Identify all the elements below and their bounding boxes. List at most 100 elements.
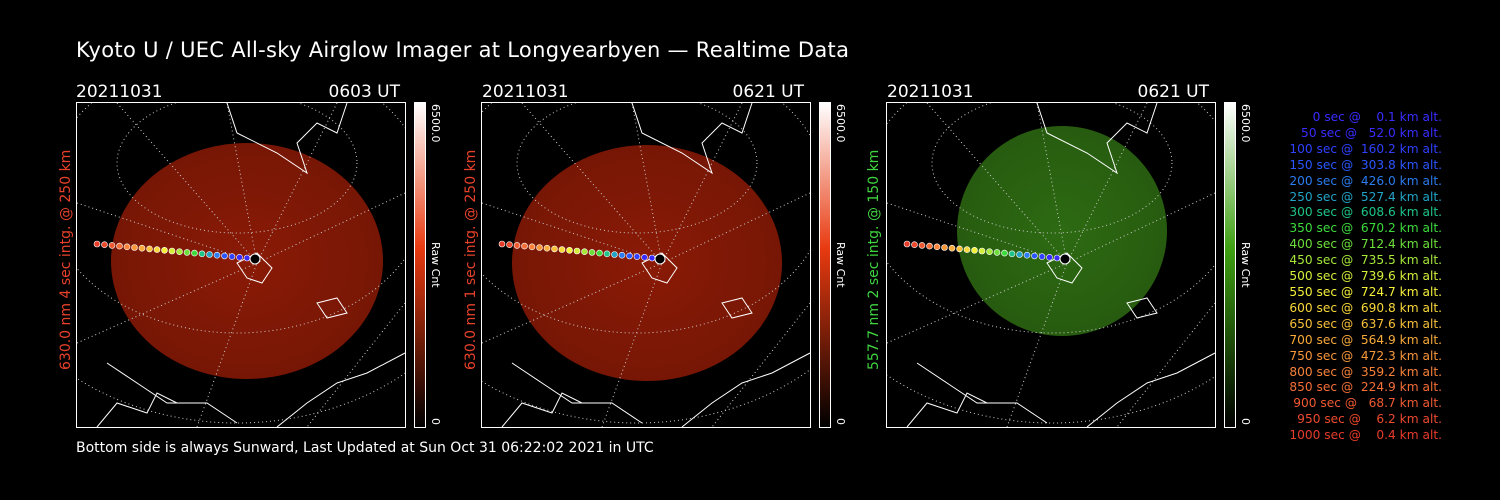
trajectory-dot bbox=[918, 242, 926, 249]
trajectory-dot bbox=[101, 241, 108, 248]
panel-1-ylabel: 630.0 nm 4 sec intg. @ 250 km bbox=[58, 149, 74, 370]
panel-3-date: 20211031 bbox=[887, 82, 974, 102]
legend-item: 250 sec @ 527.4 km alt. bbox=[1285, 189, 1442, 204]
legend-item: 500 sec @ 739.6 km alt. bbox=[1285, 269, 1442, 284]
panel-3-colorbar-max: 6500.0 bbox=[1239, 104, 1252, 143]
panel-2-colorbar bbox=[819, 102, 831, 428]
trajectory-dot bbox=[933, 243, 941, 251]
trajectory-dot bbox=[513, 242, 521, 249]
legend-item: 150 sec @ 303.8 km alt. bbox=[1285, 157, 1442, 172]
trajectory-dot bbox=[153, 246, 161, 253]
panel-1-time: 0603 UT bbox=[328, 82, 401, 102]
trajectory-dot bbox=[566, 247, 573, 254]
trajectory-dot bbox=[926, 242, 933, 250]
trajectory-dot bbox=[978, 247, 986, 255]
trajectory-dot bbox=[206, 251, 213, 258]
trajectory-dot bbox=[911, 241, 918, 248]
legend-item: 650 sec @ 637.6 km alt. bbox=[1285, 316, 1442, 331]
trajectory-dot bbox=[551, 245, 558, 253]
trajectory-dot bbox=[213, 251, 221, 259]
trajectory-dot bbox=[146, 245, 153, 253]
launch-site-marker bbox=[1059, 253, 1071, 265]
trajectory-dot bbox=[971, 247, 978, 254]
trajectory-dot bbox=[1008, 250, 1016, 258]
trajectory-dot bbox=[498, 240, 506, 248]
trajectory-dot bbox=[581, 248, 588, 255]
panel-3-ylabel: 557.7 nm 2 sec intg. @ 150 km bbox=[866, 149, 882, 370]
trajectory-dot bbox=[626, 252, 633, 260]
trajectory-dot bbox=[168, 247, 176, 255]
panel-3-colorbar bbox=[1224, 102, 1236, 428]
trajectory-dot bbox=[963, 246, 971, 253]
trajectory-dot bbox=[93, 240, 101, 248]
trajectory-dot bbox=[1001, 249, 1008, 257]
panel-2-colorbar-min: 0 bbox=[834, 418, 847, 425]
trajectory-dot bbox=[506, 241, 513, 248]
panel-1-colorbar-unit: Raw Cnt bbox=[429, 242, 442, 288]
panel-2-date: 20211031 bbox=[482, 82, 569, 102]
trajectory-dot bbox=[228, 253, 236, 260]
footer-status: Bottom side is always Sunward, Last Upda… bbox=[76, 440, 654, 456]
launch-site-marker bbox=[654, 253, 666, 265]
panel-3-time: 0621 UT bbox=[1137, 82, 1210, 102]
trajectory-dot bbox=[1023, 251, 1031, 259]
panel-3-image bbox=[886, 102, 1216, 428]
panel-1-date: 20211031 bbox=[76, 82, 163, 102]
sky-image bbox=[512, 145, 782, 381]
trajectory-dot bbox=[161, 247, 168, 254]
legend-item: 800 sec @ 359.2 km alt. bbox=[1285, 364, 1442, 379]
panel-2-colorbar-max: 6500.0 bbox=[834, 104, 847, 143]
trajectory-dot bbox=[221, 252, 228, 260]
panel-1-image bbox=[76, 102, 406, 428]
trajectory-dot bbox=[948, 244, 956, 252]
legend-item: 450 sec @ 735.5 km alt. bbox=[1285, 253, 1442, 268]
panel-3-colorbar-min: 0 bbox=[1239, 418, 1252, 425]
trajectory-dot bbox=[116, 242, 123, 250]
trajectory-dot bbox=[543, 244, 551, 252]
trajectory-dot bbox=[198, 250, 206, 258]
coastline bbox=[96, 103, 405, 427]
trajectory-dot bbox=[521, 242, 528, 250]
trajectory-dot bbox=[941, 244, 948, 251]
panel-1-colorbar-max: 6500.0 bbox=[429, 104, 442, 143]
trajectory-dot bbox=[558, 246, 566, 253]
legend-item: 850 sec @ 224.9 km alt. bbox=[1285, 380, 1442, 395]
panel-2-colorbar-unit: Raw Cnt bbox=[834, 242, 847, 288]
panel-2-svg bbox=[482, 103, 810, 427]
legend-item: 400 sec @ 712.4 km alt. bbox=[1285, 237, 1442, 252]
legend-item: 0 sec @ 0.1 km alt. bbox=[1301, 110, 1442, 124]
trajectory-dot bbox=[191, 249, 198, 257]
trajectory-dot bbox=[536, 244, 543, 251]
panel-1-colorbar bbox=[414, 102, 426, 428]
trajectory-dot bbox=[123, 243, 131, 251]
legend-item: 1000 sec @ 0.4 km alt. bbox=[1289, 428, 1442, 443]
legend-item: 600 sec @ 690.8 km alt. bbox=[1285, 300, 1442, 315]
sky-image bbox=[957, 126, 1167, 336]
trajectory-dot bbox=[1046, 254, 1053, 261]
trajectory-dot bbox=[1038, 253, 1046, 260]
panel-2-image bbox=[481, 102, 811, 428]
trajectory-dot bbox=[903, 240, 911, 248]
trajectory-dot bbox=[648, 254, 656, 262]
legend-item: 200 sec @ 426.0 km alt. bbox=[1285, 173, 1442, 188]
trajectory-dot bbox=[131, 244, 138, 251]
trajectory-dot bbox=[573, 247, 581, 255]
legend-item: 350 sec @ 670.2 km alt. bbox=[1285, 221, 1442, 236]
legend-item: 900 sec @ 68.7 km alt. bbox=[1289, 396, 1442, 411]
trajectory-dot bbox=[588, 249, 596, 256]
legend-item: 700 sec @ 564.9 km alt. bbox=[1285, 332, 1442, 347]
coastline bbox=[501, 103, 810, 427]
trajectory-dot bbox=[176, 248, 183, 255]
trajectory-dot bbox=[1016, 251, 1023, 258]
trajectory-dot bbox=[138, 244, 146, 252]
trajectory-dot bbox=[596, 249, 603, 257]
trajectory-dot bbox=[528, 243, 536, 251]
trajectory-dot bbox=[183, 249, 191, 256]
panel-2-time: 0621 UT bbox=[732, 82, 805, 102]
trajectory-dot bbox=[618, 251, 626, 259]
trajectory-dot bbox=[243, 254, 251, 262]
trajectory-dot bbox=[236, 254, 243, 261]
legend-item: 300 sec @ 608.6 km alt. bbox=[1285, 205, 1442, 220]
trajectory-dot bbox=[611, 251, 618, 258]
legend-item: 950 sec @ 6.2 km alt. bbox=[1293, 412, 1442, 427]
